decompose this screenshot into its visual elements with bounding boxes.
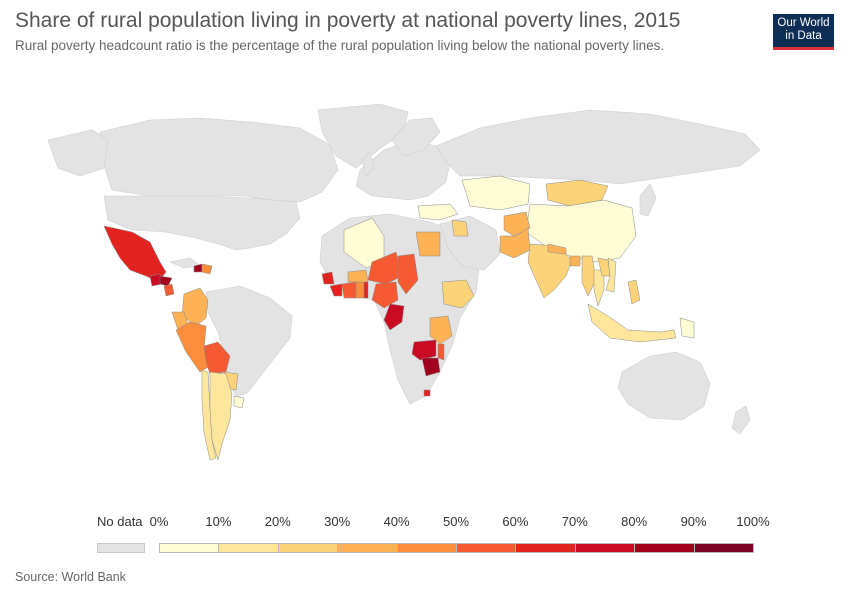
- legend-tick-label: 20%: [264, 514, 291, 529]
- legend-tick-label: 10%: [205, 514, 232, 529]
- map-region-liberia[interactable]: Liberia: [329, 283, 343, 297]
- map-region-congo[interactable]: Congo: [383, 303, 405, 331]
- map-region-australia[interactable]: [617, 351, 711, 421]
- map-data-layer: Mexico Guatemala Honduras Nicaragua Hait…: [103, 175, 695, 461]
- map-region-kazakhstan[interactable]: Kazakhstan: [461, 175, 531, 211]
- source-note: Source: World Bank: [15, 570, 126, 584]
- legend-bin[interactable]: [159, 543, 220, 553]
- legend-bin[interactable]: [693, 543, 754, 553]
- legend-tick-label: 0%: [149, 514, 169, 529]
- legend-tick-label: 30%: [324, 514, 351, 529]
- map-region-greenland[interactable]: [317, 103, 409, 169]
- map-region-dominican-republic[interactable]: Dominican Republic: [201, 263, 213, 275]
- map-region-nepal[interactable]: Nepal: [547, 243, 567, 255]
- legend-tick-label: 70%: [561, 514, 588, 529]
- map-region-myanmar[interactable]: Myanmar: [581, 255, 597, 297]
- map-region-canada[interactable]: [99, 117, 339, 203]
- map-region-ghana[interactable]: Ghana: [355, 281, 365, 299]
- legend-bin[interactable]: [218, 543, 279, 553]
- map-region-malawi[interactable]: Malawi: [437, 343, 445, 361]
- map-region-chile[interactable]: Chile: [201, 369, 217, 461]
- legend-nodata-label: No data: [97, 514, 143, 529]
- map-region-sierra-leone[interactable]: Sierra Leone: [321, 271, 335, 285]
- map-region-russia[interactable]: [435, 109, 761, 185]
- map-region-brazil[interactable]: [205, 285, 293, 399]
- map-region-philippines[interactable]: Philippines: [627, 279, 641, 305]
- legend-bin[interactable]: [515, 543, 576, 553]
- map-region-bolivia[interactable]: Bolivia: [203, 341, 231, 375]
- map-region-uk[interactable]: [361, 151, 375, 177]
- map-region-new-zealand[interactable]: [731, 405, 751, 435]
- legend-nodata-swatch: [97, 543, 145, 553]
- map-region-egypt[interactable]: Egypt: [415, 231, 441, 257]
- map-region-tanzania[interactable]: Tanzania: [429, 315, 453, 345]
- map-region-togo[interactable]: Togo: [363, 281, 369, 299]
- logo-line-1: Our World: [777, 17, 830, 29]
- map-region-argentina[interactable]: Argentina: [209, 371, 233, 461]
- legend-bin[interactable]: [396, 543, 457, 553]
- map-region-bangladesh[interactable]: Bangladesh: [569, 255, 581, 267]
- map-region-vietnam[interactable]: Vietnam: [605, 257, 617, 293]
- map-region-indonesia[interactable]: Indonesia: [587, 303, 677, 343]
- map-region-chad[interactable]: Chad: [397, 253, 419, 295]
- map-region-burkina-faso[interactable]: Burkina Faso: [347, 269, 369, 283]
- map-region-turkey[interactable]: Turkey: [417, 203, 459, 221]
- legend-bin[interactable]: [574, 543, 636, 553]
- map-region-united-states[interactable]: [103, 195, 301, 251]
- logo-line-2: in Data: [785, 30, 822, 42]
- legend-tick-label: 40%: [383, 514, 410, 529]
- map-region-cote-divoire[interactable]: Cote d'Ivoire: [341, 281, 357, 299]
- map-region-nicaragua[interactable]: Nicaragua: [163, 283, 175, 297]
- map-region-mongolia[interactable]: Mongolia: [545, 179, 609, 207]
- map-region-zambia[interactable]: Zambia: [411, 339, 437, 361]
- legend-tick-label: 80%: [621, 514, 648, 529]
- legend-bin[interactable]: [337, 543, 398, 553]
- chart-title: Share of rural population living in pove…: [15, 9, 681, 32]
- map-region-niger[interactable]: Niger: [367, 251, 403, 285]
- legend-tick-label: 100%: [736, 514, 770, 529]
- owid-logo[interactable]: Our World in Data: [773, 14, 834, 50]
- map-region-mexico[interactable]: Mexico: [103, 225, 167, 283]
- legend-tick-label: 50%: [442, 514, 470, 529]
- world-map[interactable]: Mexico Guatemala Honduras Nicaragua Hait…: [0, 95, 850, 505]
- legend-bin[interactable]: [277, 543, 339, 553]
- map-region-zimbabwe[interactable]: Zimbabwe: [421, 357, 441, 377]
- chart-subtitle: Rural poverty headcount ratio is the per…: [15, 38, 665, 53]
- map-region-papua-new-guinea[interactable]: Papua New Guinea: [679, 317, 695, 339]
- map-region-scandinavia[interactable]: [391, 117, 441, 157]
- map-region-japan[interactable]: [639, 183, 657, 217]
- legend-bin[interactable]: [456, 543, 517, 553]
- legend-bin[interactable]: [634, 543, 695, 553]
- map-region-eswatini[interactable]: Eswatini: [423, 389, 431, 397]
- map-region-uruguay[interactable]: Uruguay: [233, 395, 245, 409]
- map-region-ethiopia[interactable]: Ethiopia: [441, 279, 475, 309]
- legend-tick-label: 60%: [502, 514, 529, 529]
- map-region-alaska[interactable]: [47, 129, 109, 177]
- legend-tick-label: 90%: [680, 514, 707, 529]
- map-region-iraq[interactable]: Iraq: [451, 219, 469, 237]
